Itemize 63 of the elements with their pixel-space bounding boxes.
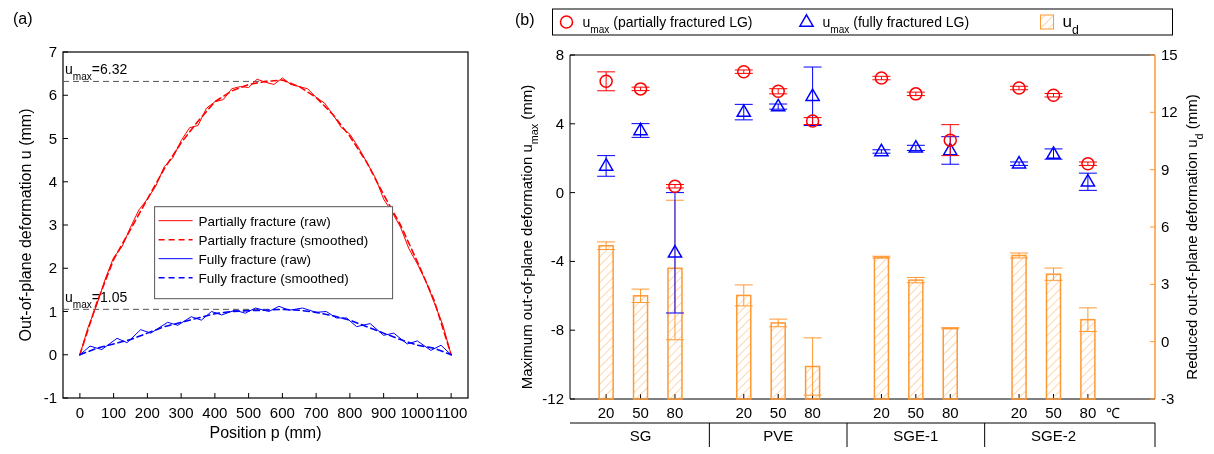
x-tick-label: 50 (1045, 404, 1062, 421)
y2-tick-label: 3 (1161, 275, 1170, 293)
y-tick-label: 6 (48, 86, 57, 104)
text: SGE-2 (1030, 427, 1076, 444)
x-tick-label: 600 (269, 404, 295, 421)
x-axis-title: Position p (mm) (209, 424, 322, 441)
chart-title: (b) (515, 11, 535, 28)
x-tick-label: 80 (666, 404, 684, 421)
text: SG (629, 427, 652, 444)
text: ℃ (1105, 405, 1120, 421)
x-tick-label: 700 (303, 404, 329, 421)
x-tick-label: 80 (941, 404, 959, 421)
y-tick-label: 8 (555, 46, 564, 63)
x-tick-label: 400 (202, 404, 228, 421)
y-tick-label: 0 (48, 345, 57, 363)
x-tick-label: 200 (134, 404, 160, 421)
legend-label: Partially fracture (smoothed) (198, 232, 369, 248)
y-tick-label: -12 (542, 390, 564, 407)
legend-label: u$_{max}$ (fully fractured LG) (822, 14, 970, 35)
x-tick-label: 50 (632, 404, 649, 421)
y-tick-label: 5 (48, 129, 57, 147)
chart-title: (a) (13, 10, 33, 27)
y2-tick-label: 0 (1161, 332, 1170, 350)
x-tick-label: 50 (769, 404, 787, 421)
y-tick-label: -4 (550, 252, 564, 270)
y-tick-label: 2 (48, 259, 57, 277)
y-tick-label: 4 (555, 114, 564, 132)
legend-label: Fully fracture (raw) (198, 251, 312, 267)
legend-label: u$_{max}$ (partially fractured LG) (582, 14, 753, 35)
y-tick-label: -1 (43, 389, 57, 406)
x-tick-label: 20 (735, 404, 753, 421)
legend-label: u$_{d}$ (1062, 12, 1079, 37)
x-tick-label: 50 (907, 404, 925, 421)
y-tick-label: 7 (48, 43, 57, 60)
x-tick-label: 20 (1010, 404, 1028, 421)
y2-tick-label: 6 (1161, 218, 1170, 235)
y2-tick-label: -3 (1161, 390, 1175, 407)
x-tick-label: 1000 (400, 404, 435, 421)
x-tick-label: 80 (804, 404, 821, 421)
x-tick-label: 800 (337, 404, 363, 421)
text: PVE (763, 427, 794, 444)
x-tick-label: 20 (873, 404, 890, 421)
x-tick-label: 80 (1079, 404, 1097, 421)
legend-label: Partially fracture (raw) (198, 213, 331, 229)
x-tick-label: 500 (236, 404, 262, 421)
y-tick-label: -8 (550, 321, 564, 339)
x-tick-label: 900 (371, 404, 397, 421)
text: SGE-1 (893, 427, 939, 444)
x-tick-label: 0 (75, 404, 85, 421)
x-tick-label: 20 (597, 404, 615, 421)
y-tick-label: 0 (555, 183, 564, 201)
y-tick-label: 4 (48, 172, 57, 190)
y-tick-label: 3 (48, 216, 57, 233)
legend-label: Fully fracture (smoothed) (198, 270, 349, 286)
y2-tick-label: 15 (1161, 46, 1178, 63)
y-axis-title: Out-of-plane deformation u (mm) (17, 108, 34, 342)
y-tick-label: 1 (48, 302, 57, 320)
x-tick-label: 1100 (434, 404, 468, 421)
ref-line-label: u$_{max}$=6.32 (65, 61, 128, 82)
x-tick-label: 100 (101, 404, 127, 421)
y2-tick-label: 9 (1161, 160, 1170, 178)
x-tick-label: 300 (168, 404, 194, 421)
y2-tick-label: 12 (1161, 103, 1178, 121)
